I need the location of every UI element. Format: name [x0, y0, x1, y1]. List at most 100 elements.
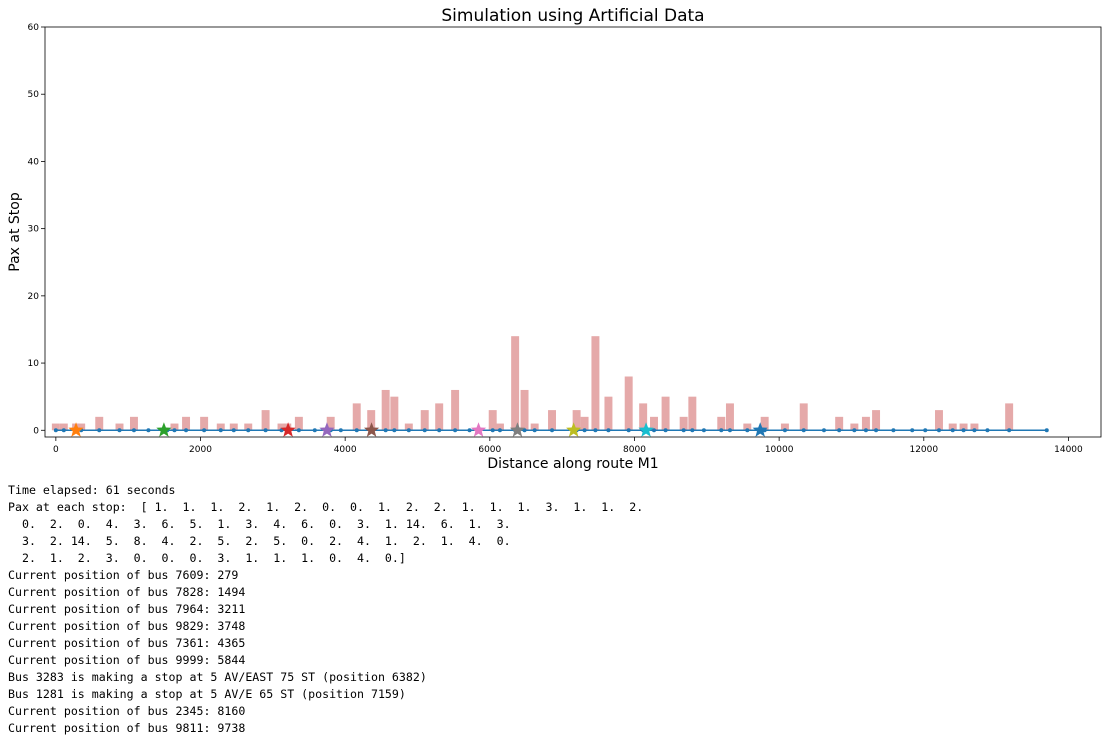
stop-marker-18: [296, 428, 301, 433]
y-tick-label: 40: [28, 157, 40, 167]
pax-bar-5: [115, 423, 124, 431]
stop-marker-24: [383, 428, 388, 433]
stop-marker-5: [117, 428, 122, 433]
stop-marker-15: [263, 428, 268, 433]
pax-bar-29: [451, 389, 460, 431]
stop-marker-62: [936, 428, 941, 433]
pax-bar-65: [970, 423, 979, 431]
log-line: Time elapsed: 61 seconds: [8, 483, 176, 497]
stop-marker-61: [923, 428, 928, 433]
stop-marker-22: [354, 428, 359, 433]
stop-marker-26: [406, 428, 411, 433]
stop-marker-65: [972, 428, 977, 433]
log-line: Current position of bus 7609: 279: [8, 568, 239, 582]
bus-marker-1: [156, 422, 172, 437]
pax-bar-22: [352, 403, 361, 431]
stop-marker-36: [550, 428, 555, 433]
stop-marker-31: [490, 428, 495, 433]
plot-frame: [44, 26, 1102, 438]
x-tick-label: 14000: [1054, 445, 1083, 455]
x-tick-label: 0: [53, 445, 59, 455]
stop-marker-34: [522, 428, 527, 433]
stop-marker-40: [606, 428, 611, 433]
x-tick-label: 12000: [909, 445, 938, 455]
log-line: Current position of bus 2345: 8160: [8, 704, 246, 718]
stop-marker-4: [97, 428, 102, 433]
stop-marker-1: [61, 428, 66, 433]
pax-bar-4: [95, 416, 104, 431]
stop-marker-66: [985, 428, 990, 433]
pax-bar-48: [717, 416, 726, 431]
stop-marker-53: [801, 428, 806, 433]
pax-bar-64: [959, 423, 968, 431]
bus-marker-6: [509, 422, 526, 437]
pax-bar-10: [182, 416, 191, 431]
pax-bar-45: [679, 416, 688, 431]
log-line: 0. 2. 0. 4. 3. 6. 5. 1. 3. 4. 6. 0. 3. 1…: [8, 517, 511, 531]
stop-marker-9: [172, 428, 177, 433]
bus-marker-0: [68, 422, 84, 437]
stop-marker-6: [131, 428, 136, 433]
log-line: Bus 1281 is making a stop at 5 AV/E 65 S…: [8, 687, 406, 701]
pax-bar-3: [77, 423, 86, 431]
stop-marker-56: [852, 428, 857, 433]
y-tick-label: 20: [28, 292, 40, 302]
log-line: Current position of bus 7964: 3211: [8, 602, 246, 616]
pax-bar-24: [381, 389, 390, 431]
stop-marker-21: [338, 428, 343, 433]
pax-bar-6: [129, 416, 138, 431]
pax-bar-41: [624, 376, 633, 431]
stop-marker-41: [626, 428, 631, 433]
route-layer: [53, 428, 1049, 433]
stop-marker-13: [231, 428, 236, 433]
stop-marker-38: [582, 428, 587, 433]
console-output: Time elapsed: 61 seconds Pax at each stop…: [8, 482, 643, 737]
stop-marker-10: [184, 428, 189, 433]
x-tick-label: 8000: [623, 445, 646, 455]
pax-bar-37: [572, 410, 581, 431]
pax-bar-63: [948, 423, 957, 431]
bus-marker-4: [363, 422, 380, 437]
pax-bar-49: [725, 403, 734, 431]
pax-bar-38: [580, 416, 589, 431]
pax-bar-53: [799, 403, 808, 431]
x-axis-label: Distance along route M1: [487, 456, 658, 472]
stop-marker-28: [437, 428, 442, 433]
stop-marker-50: [745, 428, 750, 433]
stop-marker-55: [837, 428, 842, 433]
buses-layer: [68, 422, 768, 437]
stop-marker-68: [1044, 428, 1049, 433]
bus-marker-7: [566, 422, 582, 437]
bus-marker-3: [319, 422, 335, 437]
stop-marker-45: [681, 428, 686, 433]
pax-bar-39: [591, 336, 600, 431]
bars-layer: [51, 336, 1014, 431]
pax-bar-34: [520, 389, 529, 431]
y-tick-label: 30: [28, 225, 40, 235]
pax-bar-12: [216, 423, 225, 431]
stop-marker-64: [961, 428, 966, 433]
pax-bar-25: [390, 396, 399, 431]
bus-marker-9: [752, 422, 768, 437]
stop-marker-67: [1007, 428, 1012, 433]
log-line: 3. 2. 14. 5. 8. 4. 2. 5. 2. 5. 0. 2. 4. …: [8, 534, 511, 548]
stop-marker-0: [53, 428, 58, 433]
stop-marker-7: [146, 428, 151, 433]
pax-bar-32: [495, 423, 504, 431]
pax-bar-50: [743, 423, 752, 431]
chart-title: Simulation using Artificial Data: [441, 6, 704, 26]
pax-bar-57: [861, 416, 870, 431]
bus-marker-5: [470, 422, 487, 437]
pax-bar-44: [661, 396, 670, 431]
y-tick-label: 50: [28, 90, 40, 100]
log-line: Current position of bus 9811: 9738: [8, 721, 246, 735]
stop-marker-60: [910, 428, 915, 433]
pax-bar-40: [604, 396, 613, 431]
stop-marker-59: [891, 428, 896, 433]
pax-bar-23: [367, 410, 376, 431]
pax-bar-20: [326, 416, 335, 431]
bus-marker-2: [280, 422, 296, 437]
stop-marker-27: [422, 428, 427, 433]
stop-marker-54: [821, 428, 826, 433]
stop-marker-63: [950, 428, 955, 433]
